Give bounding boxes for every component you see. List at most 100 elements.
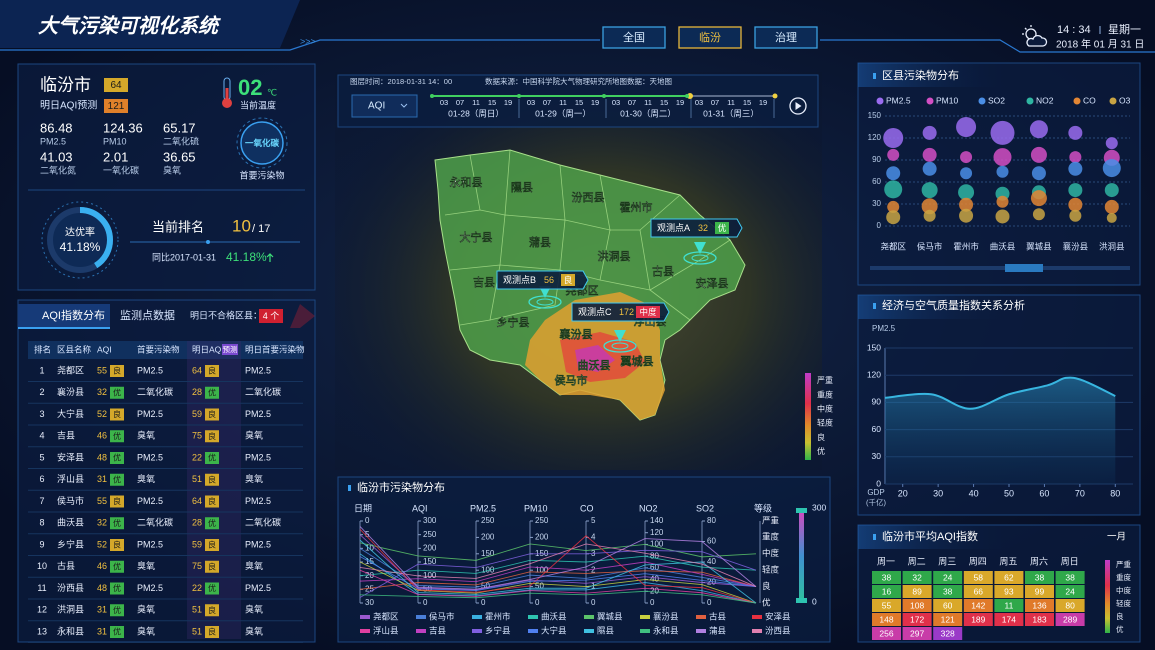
cell-aqi: 48 [97, 583, 107, 593]
pollutant-value: 65.17 [163, 120, 196, 135]
primary-label: 首要污染物 [239, 169, 284, 180]
calendar-value: 58 [974, 572, 984, 582]
axis-tick-label: 10 [365, 543, 374, 552]
axis-tick-label: 20 [365, 571, 374, 580]
calendar-cell [902, 585, 932, 598]
rate-value: 41.18% [60, 240, 101, 254]
cell-rank: 9 [39, 539, 44, 549]
legend-label: NO2 [1036, 95, 1054, 105]
calendar-value: 66 [974, 586, 984, 596]
cell-pollutant: 臭氧 [137, 604, 155, 615]
weekday: 星期一 [1108, 23, 1141, 36]
calendar-value: 60 [943, 600, 953, 610]
y-tick-label: 60 [872, 424, 882, 434]
cell-next-grade: 良 [208, 496, 216, 506]
calendar-cell [1055, 571, 1085, 584]
legend-label: 隰县 [597, 625, 615, 635]
nav-button[interactable] [602, 26, 666, 49]
axis-tick-label: 2 [591, 565, 596, 574]
cell-next-aqi: 22 [192, 583, 202, 593]
axis-tick-label: 120 [650, 528, 664, 537]
cell-pollutant: PM2.5 [137, 496, 163, 506]
layer-select[interactable] [351, 94, 418, 118]
column-header: 区县名称 [57, 344, 92, 354]
city-name: 临汾市 [40, 75, 91, 94]
calendar-value: 183 [1032, 614, 1046, 624]
cell-next-aqi: 51 [192, 474, 202, 484]
legend-swatch [360, 629, 370, 633]
nav-button[interactable] [754, 26, 818, 49]
y-axis-label: PM2.5 [872, 324, 896, 333]
axis-tick-label: 0 [707, 598, 712, 607]
legend-label: 浮山县 [373, 625, 399, 635]
cell-next-pollutant: 二氧化碳 [245, 517, 281, 528]
scrollbar-thumb[interactable] [1005, 264, 1043, 272]
tab[interactable]: 监测点数据 [120, 308, 175, 322]
axis-tick-label: 0 [365, 516, 370, 525]
bubble [887, 148, 900, 161]
bubble [1030, 146, 1047, 163]
legend-swatch [528, 615, 538, 619]
cell-name: 浮山县 [57, 473, 84, 484]
legend-swatch [584, 615, 594, 619]
cell-pollutant: 臭氧 [137, 625, 155, 636]
timeline-hour: 03 [440, 98, 448, 107]
cell-next-grade: 优 [208, 518, 216, 528]
calendar-value: 328 [941, 628, 955, 638]
column-header: 首要污染物 [137, 344, 180, 354]
calendar-value: 108 [910, 600, 924, 610]
calendar-value: 16 [882, 586, 892, 596]
station-pin[interactable] [614, 330, 626, 342]
calendar-value: 11 [1004, 600, 1013, 610]
grade-badge [205, 452, 219, 464]
legend-swatch [752, 615, 762, 619]
legend-swatch [472, 615, 482, 619]
title-marker [348, 485, 351, 491]
legend-label: 古县 [709, 611, 727, 621]
visual-map-min: 0 [812, 596, 817, 606]
tab-bar [110, 304, 315, 328]
calendar-cell [994, 599, 1024, 612]
timeline-handle[interactable] [687, 93, 693, 99]
station-pin[interactable] [694, 242, 706, 254]
column-header: 预测 [223, 344, 238, 354]
cell-next-pollutant: PM2.5 [245, 583, 271, 593]
calendar-cell [872, 627, 901, 640]
play-button[interactable] [789, 97, 807, 115]
axis-tick-label: 140 [650, 516, 664, 525]
axis-name: 日期 [354, 503, 372, 513]
column-header: 排名 [34, 344, 51, 354]
tab[interactable]: AQI指数分布 [42, 308, 105, 322]
nav-button[interactable] [678, 26, 742, 49]
unqualified-value: 4 个 [263, 311, 280, 321]
axis-name: CO [580, 503, 594, 513]
x-tick-label: 曲沃县 [990, 241, 1016, 251]
cell-aqi: 32 [97, 387, 107, 397]
bubble [887, 200, 900, 213]
axis-tick-label: 0 [481, 598, 486, 607]
cell-aqi: 31 [97, 605, 107, 615]
visual-map-handle[interactable] [796, 598, 807, 603]
axis-tick-label: 100 [535, 565, 549, 574]
rank-value: 10 [232, 216, 251, 235]
cell-grade: 优 [113, 474, 121, 484]
column-header: AQI [97, 344, 112, 354]
station-grade-badge [561, 274, 575, 286]
cell-next-aqi: 64 [192, 496, 202, 506]
grade-badge [205, 517, 219, 530]
calendar-legend-label: 优 [1116, 624, 1124, 634]
calendar-cell [963, 585, 993, 598]
cell-next-pollutant: 臭氧 [245, 560, 263, 571]
layer-value: AQI [368, 101, 385, 112]
calendar-value: 80 [1065, 600, 1075, 610]
bubble [1068, 125, 1083, 140]
calendar-value: 24 [1065, 586, 1075, 596]
visual-map-max: 300 [812, 502, 826, 512]
bubble [1032, 208, 1045, 221]
cell-next-pollutant: PM2.5 [245, 496, 271, 506]
legend-label: 乡宁县 [485, 625, 511, 635]
visual-map-handle[interactable] [796, 508, 807, 513]
cell-rank: 7 [39, 496, 44, 506]
bubble [1030, 190, 1047, 207]
